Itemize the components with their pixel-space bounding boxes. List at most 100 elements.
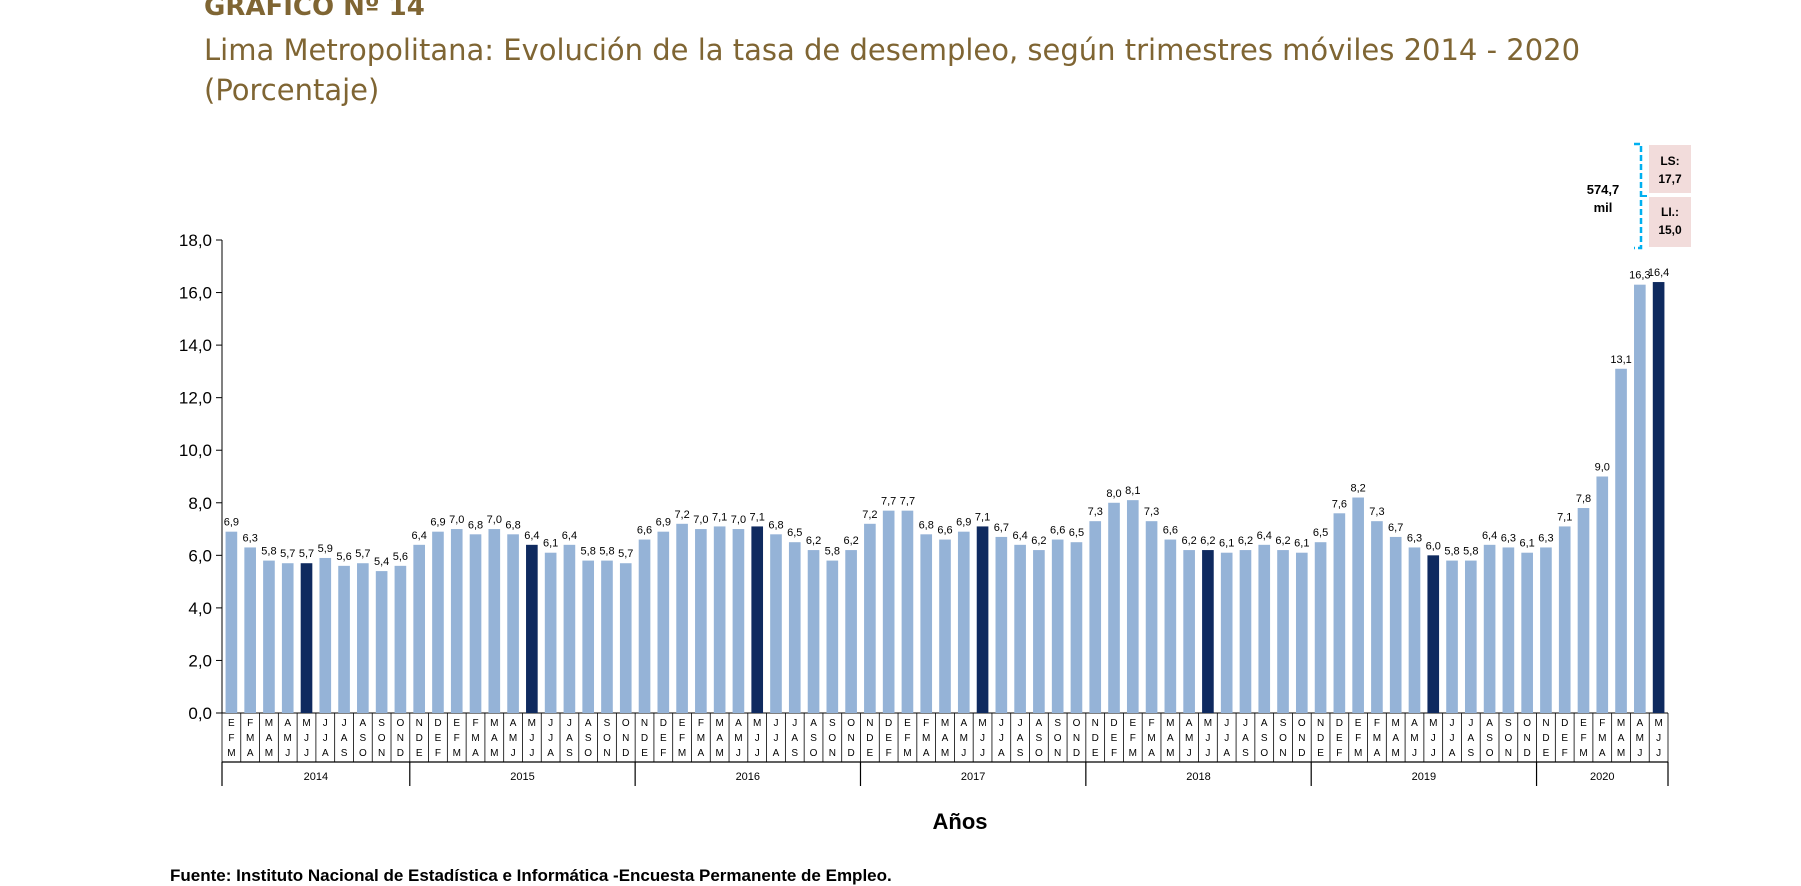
bar-value-label: 6,4 — [1482, 530, 1497, 542]
category-labels: EFMFMAMAMAMJMJJJJAJASASOSONONDNDEDEFEFMF… — [221, 713, 1669, 762]
bar-value-label: 6,2 — [1275, 535, 1290, 547]
x-category-letter: J — [999, 718, 1004, 729]
x-category-letter: J — [1450, 718, 1455, 729]
bar — [1202, 550, 1214, 713]
bar — [507, 534, 519, 713]
x-category-letter: D — [866, 733, 873, 744]
x-category-letter: S — [341, 748, 348, 759]
x-category-letter: J — [773, 733, 778, 744]
x-category-letter: A — [923, 748, 930, 759]
bar — [1314, 542, 1327, 713]
x-category-letter: M — [1392, 748, 1400, 759]
bar-value-label: 6,4 — [412, 530, 427, 542]
x-category-letter: A — [266, 733, 273, 744]
bar — [788, 542, 801, 713]
bar-value-label: 5,8 — [1444, 546, 1459, 558]
x-category-letter: D — [1317, 733, 1324, 744]
x-category-letter: M — [753, 718, 761, 729]
x-category-letter: M — [528, 718, 536, 729]
bar-value-label: 7,0 — [449, 514, 464, 526]
x-category-letter: S — [378, 718, 385, 729]
bar-value-label: 6,0 — [1426, 540, 1441, 552]
year-label: 2018 — [1186, 771, 1210, 783]
x-category-letter: A — [360, 718, 367, 729]
bar — [1408, 547, 1421, 713]
bar — [1446, 560, 1458, 713]
x-category-letter: J — [755, 733, 760, 744]
x-category-letter: A — [585, 718, 592, 729]
x-category-letter: D — [1298, 748, 1305, 759]
x-category-letter: F — [698, 718, 704, 729]
bar — [601, 560, 613, 713]
x-category-letter: S — [1261, 733, 1268, 744]
bar — [244, 547, 256, 713]
x-category-letter: M — [1410, 733, 1418, 744]
lower-limit-box — [1649, 197, 1691, 247]
bar-value-label: 7,1 — [1557, 511, 1572, 523]
bar — [995, 536, 1008, 713]
bar-value-label: 7,6 — [1332, 498, 1347, 510]
x-category-letter: E — [904, 718, 911, 729]
x-category-letter: A — [773, 748, 780, 759]
bar-value-label: 6,9 — [656, 517, 671, 529]
bar — [1051, 539, 1064, 713]
bar — [1164, 539, 1177, 713]
x-category-letter: M — [265, 748, 273, 759]
x-category-letter: S — [566, 748, 573, 759]
x-category-letter: A — [1148, 748, 1155, 759]
bar-value-label: 5,7 — [618, 548, 633, 560]
x-category-letter: E — [1580, 718, 1587, 729]
x-category-letter: O — [1054, 733, 1062, 744]
x-category-letter: J — [1018, 718, 1023, 729]
x-category-letter: J — [1431, 748, 1436, 759]
bar-value-label: 6,7 — [1388, 522, 1403, 534]
x-category-letter: J — [1431, 733, 1436, 744]
bar — [1089, 521, 1102, 713]
x-category-letter: J — [792, 718, 797, 729]
x-category-letter: M — [941, 718, 949, 729]
bar-value-label: 5,6 — [393, 551, 408, 563]
bar-value-label: 6,3 — [243, 532, 258, 544]
x-category-letter: J — [1450, 733, 1455, 744]
x-category-letter: S — [1242, 748, 1249, 759]
x-category-letter: F — [1130, 733, 1136, 744]
x-category-letter: D — [1542, 733, 1549, 744]
x-category-letter: J — [342, 718, 347, 729]
x-category-letter: M — [1204, 718, 1212, 729]
x-category-letter: J — [773, 718, 778, 729]
bar-value-label: 6,6 — [937, 525, 952, 537]
bar — [1558, 526, 1571, 713]
bar-value-label: 6,8 — [919, 519, 934, 531]
x-category-letter: N — [847, 733, 854, 744]
bar — [657, 531, 670, 713]
x-category-letter: N — [397, 733, 404, 744]
x-category-letter: E — [1317, 748, 1324, 759]
x-category-letter: F — [472, 718, 478, 729]
y-tick-label: 2,0 — [188, 651, 212, 670]
x-axis-title: Años — [933, 809, 988, 834]
x-category-letter: A — [510, 718, 517, 729]
x-category-letter: S — [1505, 718, 1512, 729]
bar-value-label: 6,1 — [543, 538, 558, 550]
year-labels: 2014 2015 2016 2017 2018 2019 2020 — [221, 761, 1669, 786]
bar-value-label: 7,0 — [487, 514, 502, 526]
x-category-letter: A — [735, 718, 742, 729]
x-category-letter: J — [1637, 748, 1642, 759]
bar-value-label: 7,2 — [862, 509, 877, 521]
x-category-letter: F — [923, 718, 929, 729]
bar-value-label: 6,8 — [768, 519, 783, 531]
x-category-letter: J — [1468, 718, 1473, 729]
bar — [638, 539, 651, 713]
bar-value-label: 6,2 — [1238, 535, 1253, 547]
bar — [1389, 536, 1402, 713]
bar-value-label: 6,2 — [843, 535, 858, 547]
bar — [920, 534, 933, 713]
bar-value-label: 6,1 — [1219, 538, 1234, 550]
bar-value-label: 5,8 — [261, 546, 276, 558]
bar — [1483, 544, 1496, 713]
bar-value-label: 6,2 — [806, 535, 821, 547]
x-category-letter: A — [284, 718, 291, 729]
x-category-letter: O — [359, 748, 367, 759]
y-tick-label: 0,0 — [188, 704, 212, 723]
x-category-letter: N — [641, 718, 648, 729]
